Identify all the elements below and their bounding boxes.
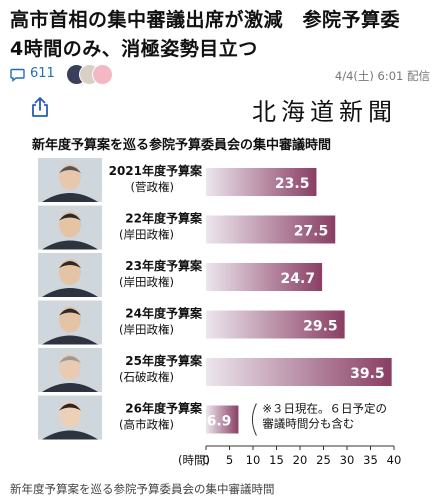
category-label: 24年度予算案 [125,306,203,321]
category-sublabel: (岸田政権) [119,275,174,289]
portrait-body [42,383,98,392]
publish-date: 4/4(土) 6:01 配信 [334,69,430,83]
portrait-hair [59,166,81,173]
category-label: 26年度予算案 [125,401,203,416]
portrait-body [42,335,98,345]
x-tick-label: 5 [226,453,233,467]
bar-value-label: 29.5 [303,319,338,335]
category-sublabel: (菅政権) [131,180,174,194]
category-sublabel: (岸田政権) [119,323,174,337]
category-label: 25年度予算案 [125,353,203,368]
image-caption: 新年度予算案を巡る参院予算委員会の集中審議時間 [10,482,275,496]
share-icon[interactable] [30,96,50,122]
bar-chart: 2021年度予算案 (菅政権) 22年度予算案 (岸田政権) 23年度予算案 (岸田政権)… [38,158,402,467]
article-meta: 611 4/4(土) 6:01 配信 [10,64,430,86]
portrait-hair [59,403,81,411]
comment-count[interactable]: 611 [30,66,55,81]
bar [206,263,323,291]
portrait-body [42,240,98,250]
x-axis-unit-label: (時間) [178,453,210,467]
x-tick-label: 20 [293,453,308,467]
category-sublabel: (岸田政権) [119,228,174,242]
x-tick-label: 10 [246,453,261,467]
category-sublabel: (石破政権) [119,370,174,384]
x-tick-label: 35 [363,453,378,467]
portrait-hair [59,213,81,221]
bar [206,310,345,339]
category-label: 22年度予算案 [125,211,203,226]
portrait-hair [59,308,81,316]
annotation-text: 審議時間分も含む [262,417,354,431]
article-headline: 高市首相の集中審議出席が激減 参院予算委 4時間のみ、消極姿勢目立つ [10,9,420,60]
x-tick-label: 30 [340,453,355,467]
comment-icon[interactable] [10,67,25,86]
portrait-body [42,288,98,297]
bar [206,168,317,196]
chart-title: 新年度予算案を巡る参院予算委員会の集中審議時間 [32,138,332,153]
reaction-avatar-icon [92,64,113,85]
x-tick-label: 40 [387,453,402,467]
portrait-body [42,430,98,440]
portrait-hair [59,356,81,363]
bar [206,215,336,244]
newspaper-logo: 北海道新聞 [252,98,397,126]
portrait-body [42,193,98,202]
bar-value-label: 27.5 [294,224,329,240]
x-tick-label: 0 [202,453,209,467]
bar [206,358,392,386]
annotation-bracket [251,403,257,436]
x-tick-label: 15 [269,453,284,467]
annotation-text: ※３日現在。６日予定の [262,402,387,416]
bar-value-label: 39.5 [350,366,385,382]
category-label: 2021年度予算案 [109,163,203,178]
category-label: 23年度予算案 [125,258,203,273]
bar-value-label: 24.7 [281,271,316,287]
bar-value-label: 23.5 [275,176,310,192]
bar-value-label: 6.9 [207,414,232,430]
x-tick-label: 25 [316,453,331,467]
category-sublabel: (高市政権) [119,418,174,432]
bar [206,405,239,434]
portrait-hair [59,261,81,268]
